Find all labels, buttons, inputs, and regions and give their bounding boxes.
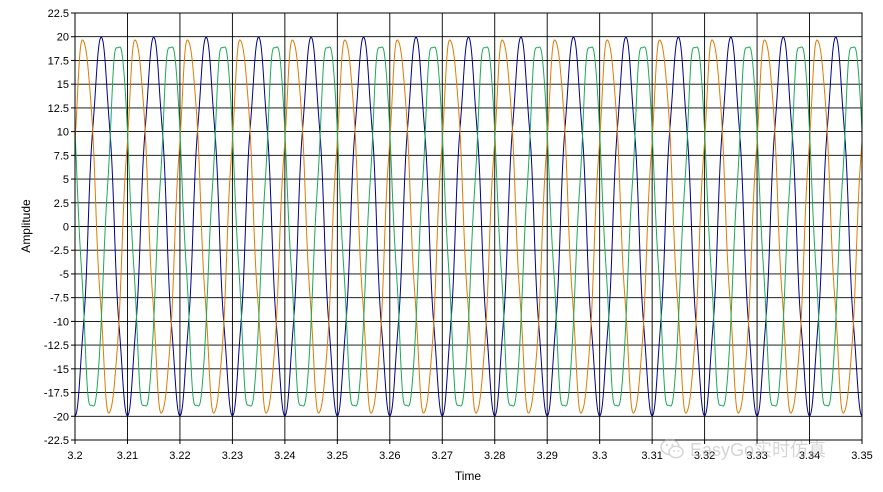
series-layer bbox=[74, 36, 863, 417]
x-tick-label: 3.31 bbox=[641, 450, 662, 462]
y-axis-title: Amplitude bbox=[19, 199, 33, 253]
y-tick-label: 7.5 bbox=[54, 150, 69, 162]
x-tick-label: 3.28 bbox=[484, 450, 505, 462]
y-tick-label: 17.5 bbox=[48, 55, 69, 67]
x-tick-label: 3.25 bbox=[327, 450, 348, 462]
x-tick-label: 3.3 bbox=[592, 450, 607, 462]
y-tick-label: 15 bbox=[57, 79, 69, 91]
y-tick-label: 5 bbox=[63, 174, 69, 186]
y-tick-label: 22.5 bbox=[48, 8, 69, 20]
x-tick-label: 3.2 bbox=[67, 450, 82, 462]
y-tick-label: -2.5 bbox=[50, 245, 69, 257]
y-tick-label: -15 bbox=[53, 364, 69, 376]
x-tick-label: 3.35 bbox=[851, 450, 872, 462]
series-line-1 bbox=[74, 36, 863, 417]
x-tick-label: 3.26 bbox=[379, 450, 400, 462]
y-tick-label: 0 bbox=[63, 222, 69, 234]
y-tick-label: -22.5 bbox=[44, 435, 69, 447]
x-tick-label: 3.33 bbox=[746, 450, 767, 462]
y-tick-label: 2.5 bbox=[54, 198, 69, 210]
y-tick-label: -17.5 bbox=[44, 388, 69, 400]
x-tick-label: 3.29 bbox=[536, 450, 557, 462]
wechat-icon bbox=[660, 438, 684, 459]
x-tick-label: 3.32 bbox=[694, 450, 715, 462]
x-tick-label: 3.27 bbox=[432, 450, 453, 462]
x-tick-label: 3.22 bbox=[169, 450, 190, 462]
y-tick-label: 10 bbox=[57, 127, 69, 139]
y-tick-labels: 22.5 20 17.5 15 12.5 10 7.5 5 2.5 0 -2.5 -5 -7.5 -10 -… bbox=[44, 8, 69, 447]
y-tick-label: 12.5 bbox=[48, 103, 69, 115]
x-tick-label: 3.24 bbox=[274, 450, 295, 462]
x-axis-title: Time bbox=[455, 469, 482, 483]
series-line-3 bbox=[74, 46, 863, 407]
y-tick-label: -5 bbox=[59, 269, 69, 281]
x-tick-label: 3.23 bbox=[222, 450, 243, 462]
x-tick-labels: 3.2 3.21 3.22 3.23 3.24 3.25 3.26 3.27 3.28 3.29 3… bbox=[67, 450, 872, 462]
y-tick-label: 20 bbox=[57, 32, 69, 44]
y-tick-label: -20 bbox=[53, 411, 69, 423]
x-tick-label: 3.34 bbox=[799, 450, 820, 462]
watermark-text: EasyGo实时仿真 bbox=[690, 440, 827, 460]
watermark: EasyGo实时仿真 bbox=[660, 437, 826, 461]
x-tick-label: 3.21 bbox=[117, 450, 138, 462]
y-tick-label: -12.5 bbox=[44, 340, 69, 352]
plot-frame bbox=[74, 12, 863, 441]
y-tick-label: -10 bbox=[53, 316, 69, 328]
y-tick-label: -7.5 bbox=[50, 293, 69, 305]
